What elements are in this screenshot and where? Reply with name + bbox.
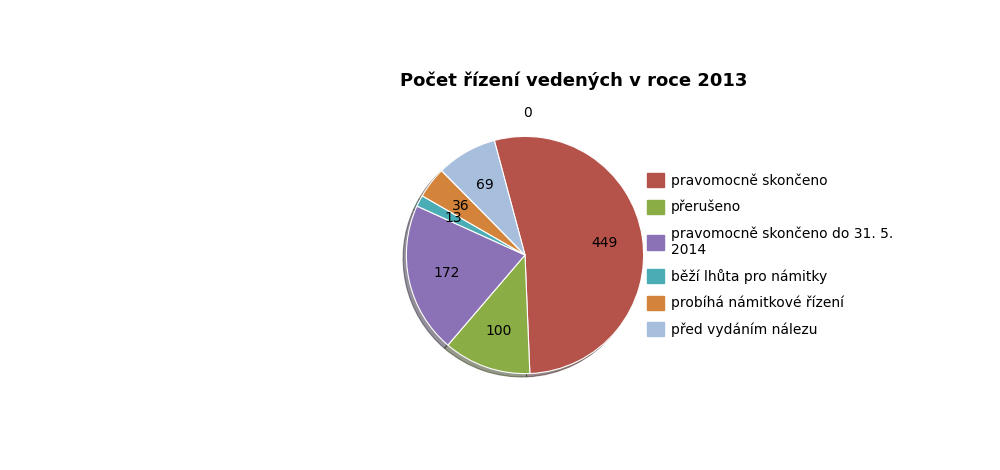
Wedge shape	[448, 255, 530, 374]
Text: 13: 13	[444, 211, 462, 225]
Wedge shape	[442, 141, 525, 255]
Wedge shape	[442, 171, 525, 255]
Wedge shape	[494, 136, 644, 374]
Text: 449: 449	[592, 236, 618, 250]
Text: Počet řízení vedených v roce 2013: Počet řízení vedených v roce 2013	[400, 71, 748, 90]
Text: 36: 36	[452, 199, 470, 213]
Text: 69: 69	[476, 178, 494, 192]
Text: 172: 172	[433, 266, 459, 280]
Wedge shape	[406, 206, 525, 345]
Text: 100: 100	[485, 324, 512, 338]
Text: 0: 0	[523, 106, 532, 120]
Legend: pravomocně skončeno, přerušeno, pravomocně skončeno do 31. 5.
2014, běží lhůta p: pravomocně skončeno, přerušeno, pravomoc…	[642, 167, 899, 343]
Wedge shape	[422, 171, 525, 255]
Wedge shape	[417, 196, 525, 255]
